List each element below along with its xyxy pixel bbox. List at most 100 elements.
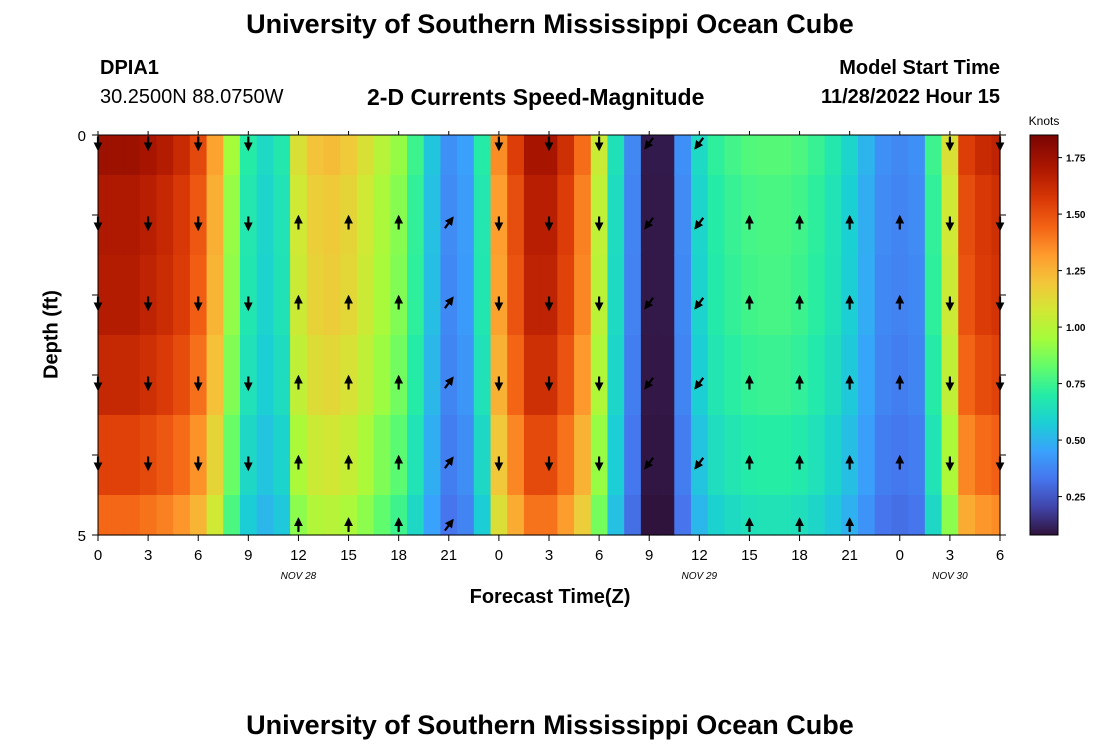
heat-cell: [390, 335, 408, 416]
heat-cell: [273, 175, 291, 256]
heat-cell: [874, 135, 893, 176]
heat-cell: [874, 415, 893, 496]
heat-cell: [457, 495, 475, 536]
colorbar-tick-label: 0.50: [1066, 436, 1086, 447]
heat-cell: [457, 255, 475, 336]
heat-cell: [98, 175, 107, 256]
heat-cell: [874, 255, 893, 336]
date-label: NOV 30: [932, 571, 968, 582]
heat-cell: [139, 335, 158, 416]
heat-cell: [390, 415, 408, 496]
colorbar: 0.25 0.50 0.75 1.00 1.25 1.50 1.75 Knots: [1029, 114, 1086, 536]
heat-cell: [507, 175, 525, 256]
heat-cell: [106, 415, 124, 496]
heat-cell: [189, 495, 208, 536]
heat-cell: [774, 335, 792, 416]
heat-cell: [106, 255, 124, 336]
y-tick-label: 0: [78, 128, 86, 145]
heat-cell: [373, 495, 391, 536]
heat-cell: [340, 335, 358, 416]
date-label: NOV 28: [281, 571, 317, 582]
heat-cell: [724, 335, 742, 416]
heat-cell: [774, 175, 792, 256]
heat-cell: [807, 255, 826, 336]
heat-cell: [473, 415, 492, 496]
heat-cell: [707, 495, 725, 536]
heat-cell: [841, 415, 859, 496]
heat-cell: [173, 255, 191, 336]
heat-cell: [189, 415, 208, 496]
heat-cell: [841, 255, 859, 336]
heat-cell: [407, 415, 425, 496]
heat-cell: [407, 335, 425, 416]
heat-cell: [674, 135, 692, 176]
heat-cell: [958, 415, 976, 496]
x-tick-label: 18: [791, 547, 808, 564]
heat-cell: [523, 175, 542, 256]
heat-cell: [607, 175, 625, 256]
heat-cell: [741, 135, 759, 176]
x-tick-label: 21: [440, 547, 457, 564]
x-tick-label: 15: [741, 547, 758, 564]
heat-cell: [624, 335, 642, 416]
heat-cell: [356, 175, 375, 256]
heat-cell: [106, 495, 124, 536]
heat-cell: [340, 415, 358, 496]
heat-cell: [440, 415, 458, 496]
heat-cell: [540, 335, 558, 416]
x-tick-label: 6: [996, 547, 1004, 564]
heat-cell: [774, 415, 792, 496]
heat-cell: [757, 255, 776, 336]
heat-cell: [941, 175, 959, 256]
heat-cell: [340, 255, 358, 336]
heat-cell: [690, 415, 709, 496]
colorbar-tick-label: 1.25: [1066, 267, 1086, 278]
heat-cell: [924, 255, 943, 336]
heat-cell: [891, 135, 909, 176]
heat-cell: [974, 495, 993, 536]
heat-cell: [991, 335, 1001, 416]
heat-cell: [98, 135, 107, 176]
heat-cell: [373, 335, 391, 416]
heat-cell: [707, 135, 725, 176]
heat-cell: [557, 415, 575, 496]
heat-cell: [924, 495, 943, 536]
heat-cell: [173, 415, 191, 496]
heat-cell: [440, 495, 458, 536]
heat-cell: [390, 255, 408, 336]
heat-cell: [791, 415, 809, 496]
heat-cell: [256, 255, 274, 336]
heat-cell: [908, 415, 926, 496]
heat-cell: [256, 415, 274, 496]
heat-cell: [189, 335, 208, 416]
heat-cell: [590, 175, 609, 256]
current-arrow: [694, 377, 705, 390]
heat-cell: [490, 255, 508, 336]
x-tick-label: 0: [94, 547, 102, 564]
heat-cell: [590, 495, 609, 536]
heat-cell: [891, 335, 909, 416]
heat-cell: [657, 175, 675, 256]
heat-cell: [473, 135, 492, 176]
heat-cell: [123, 495, 141, 536]
heat-cell: [473, 335, 492, 416]
x-tick-label: 18: [390, 547, 407, 564]
heat-cell: [223, 175, 241, 256]
heat-cell: [791, 255, 809, 336]
heat-cell: [490, 415, 508, 496]
heat-cell: [407, 255, 425, 336]
heat-cell: [273, 135, 291, 176]
heat-cell: [624, 255, 642, 336]
heat-cell: [841, 335, 859, 416]
heat-cell: [139, 175, 158, 256]
heat-cell: [189, 255, 208, 336]
heat-cell: [891, 255, 909, 336]
heat-cell: [724, 255, 742, 336]
heat-cell: [690, 495, 709, 536]
heat-cell: [206, 175, 224, 256]
heat-cell: [574, 175, 592, 256]
x-tick-label: 15: [340, 547, 357, 564]
x-tick-label: 6: [595, 547, 603, 564]
heat-cell: [407, 175, 425, 256]
